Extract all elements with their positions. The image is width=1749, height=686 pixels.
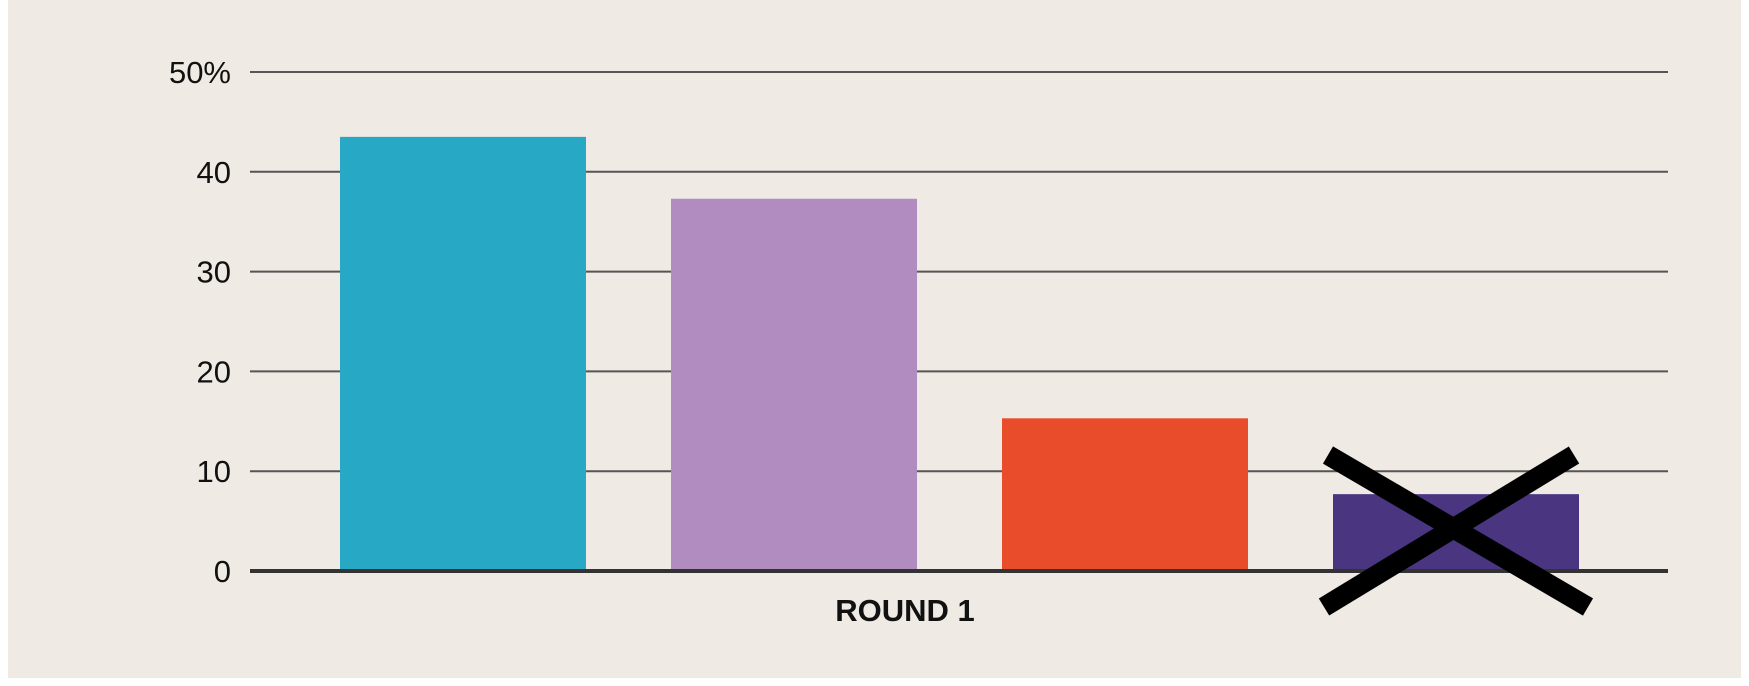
bar xyxy=(671,198,917,571)
bar-chart: 0 10 20 30 40 50% ROUND 1 xyxy=(8,0,1741,678)
chart-panel: 0 10 20 30 40 50% ROUND 1 xyxy=(8,0,1741,678)
x-axis-label: ROUND 1 xyxy=(835,593,975,628)
y-tick-label: 40 xyxy=(197,155,231,190)
y-tick-label: 30 xyxy=(197,255,231,290)
eliminated-markers xyxy=(1318,446,1594,616)
y-tick-label: 10 xyxy=(197,454,231,489)
y-axis-ticks: 0 10 20 30 40 50% xyxy=(169,55,231,589)
y-tick-label: 50% xyxy=(169,55,231,90)
bar xyxy=(1002,418,1248,571)
cross-icon xyxy=(1318,446,1594,616)
bar xyxy=(340,136,586,571)
y-tick-label: 0 xyxy=(214,554,231,589)
bars xyxy=(340,136,1579,571)
y-tick-label: 20 xyxy=(197,354,231,389)
